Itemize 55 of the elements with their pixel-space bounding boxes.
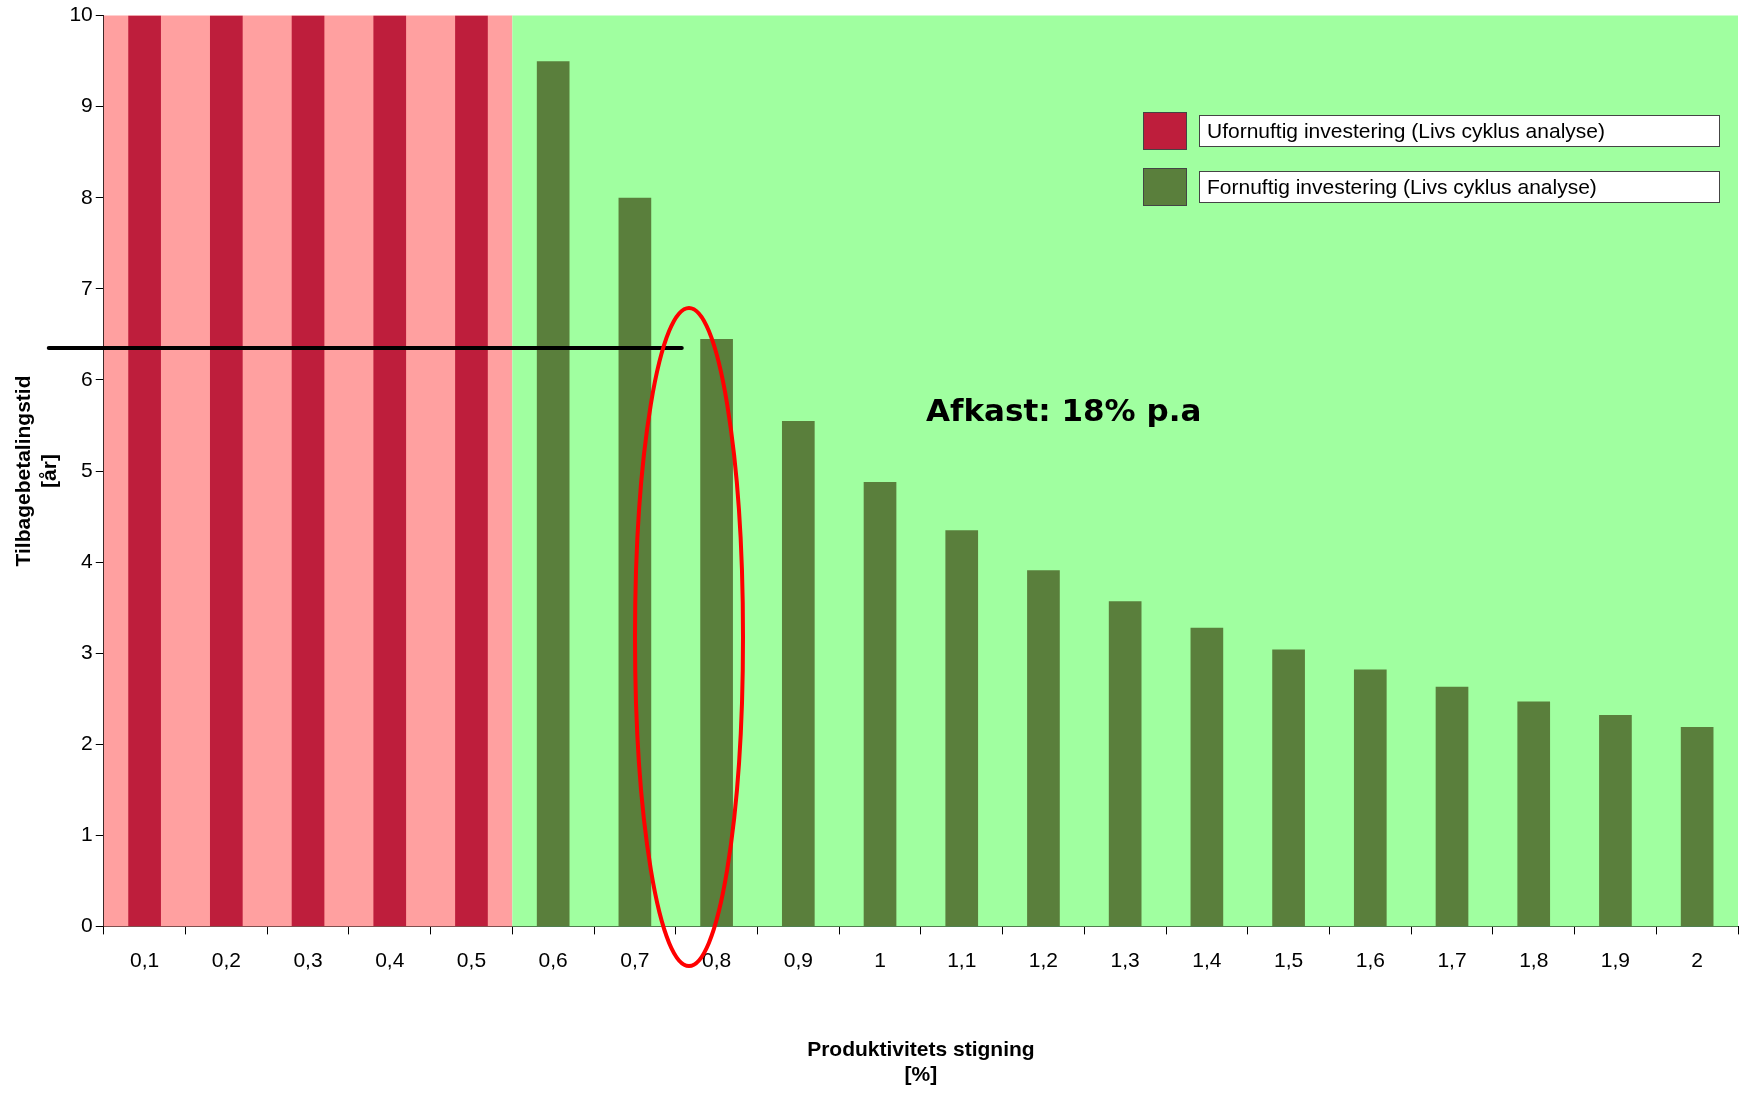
x-tick-label: 0,5	[456, 947, 487, 971]
bar	[373, 15, 407, 926]
bar	[291, 15, 325, 926]
x-tick-label: 0,7	[620, 947, 650, 971]
x-tick-label: 0,2	[211, 947, 241, 971]
y-tick-label: 9	[81, 93, 93, 117]
y-tick-label: 3	[81, 639, 93, 663]
x-tick-label: 1,2	[1028, 947, 1059, 971]
x-tick-label: 1,6	[1355, 947, 1385, 971]
y-tick-label: 7	[81, 275, 93, 299]
y-axis-title: Tilbagebetalingstid [år]	[11, 375, 60, 567]
bar	[863, 481, 897, 926]
x-tick-label: 0,6	[538, 947, 568, 971]
y-tick-label: 6	[81, 366, 93, 390]
bar	[128, 15, 161, 926]
x-tick-label: 1,3	[1110, 947, 1140, 971]
bar	[1353, 669, 1387, 926]
legend-label-box: Ufornuftig investering (Livs cyklus analyse)	[1199, 114, 1720, 147]
bar	[945, 530, 979, 926]
bar	[700, 338, 733, 926]
bar	[536, 61, 570, 926]
x-tick-label: 1,1	[947, 947, 977, 971]
x-tick-label: 0,4	[375, 947, 405, 971]
y-tick-label: 4	[81, 548, 94, 572]
x-tick-label: 1,5	[1273, 947, 1304, 971]
bar	[781, 420, 815, 926]
x-tick-label: 0,1	[130, 947, 160, 971]
y-tick-label: 5	[81, 457, 93, 481]
bar	[455, 15, 488, 926]
x-tick-label: 1	[874, 947, 886, 971]
bar	[1027, 570, 1060, 926]
x-axis-title: Produktivitets stigning [%]	[807, 1037, 1035, 1086]
y-tick-label: 2	[81, 731, 93, 755]
bar	[1599, 715, 1632, 926]
x-tick-label: 0,3	[293, 947, 323, 971]
x-tick-label: 1,4	[1192, 947, 1222, 971]
bar	[1272, 649, 1305, 926]
y-tick-label: 1	[81, 822, 93, 846]
legend-label-box: Fornuftig investering (Livs cyklus analyse)	[1199, 170, 1720, 203]
x-tick-label: 2	[1691, 947, 1703, 971]
y-tick-label: 10	[69, 2, 93, 26]
x-tick-label: 0,9	[783, 947, 813, 971]
y-tick-label: 8	[81, 184, 93, 208]
bar	[1435, 686, 1469, 926]
bar	[1517, 701, 1551, 926]
x-tick-label: 1,7	[1437, 947, 1467, 971]
x-tick-label: 1,8	[1519, 947, 1549, 971]
x-tick-label: 0,8	[702, 947, 732, 971]
annotation: Afkast: 18% p.a	[926, 392, 1202, 429]
bar	[209, 15, 243, 926]
y-tick-label: 0	[81, 913, 93, 937]
bar	[1108, 601, 1142, 926]
bar	[1680, 726, 1714, 926]
x-tick-label: 1,9	[1600, 947, 1631, 971]
bar	[1190, 627, 1224, 926]
